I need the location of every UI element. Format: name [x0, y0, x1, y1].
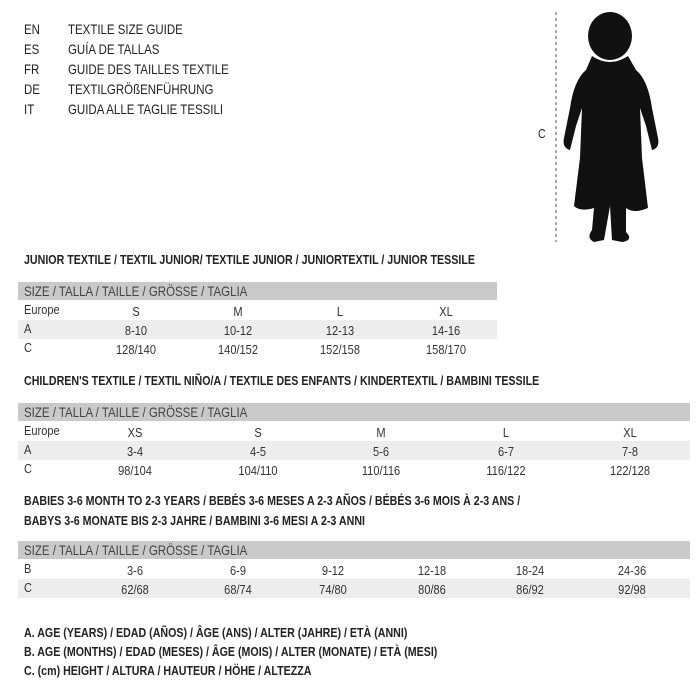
row-label: Europe [24, 302, 60, 317]
language-title: GUIDE DES TAILLES TEXTILE [68, 61, 229, 77]
table-cell: 158/170 [426, 342, 466, 357]
table-cell: M [233, 304, 243, 319]
row-label: A [24, 321, 32, 336]
table-cell: 6-7 [498, 444, 514, 459]
row-label: C [24, 340, 32, 355]
language-title: TEXTILGRÖßENFÜHRUNG [68, 81, 214, 97]
legend-item: B. AGE (MONTHS) / EDAD (MESES) / ÂGE (MO… [24, 644, 438, 659]
table-cell: 8-10 [124, 323, 148, 338]
table-cell: S [254, 425, 262, 440]
language-title: GUIDA ALLE TAGLIE TESSILI [68, 101, 224, 117]
row-label: B [24, 561, 32, 576]
size-header-bar [18, 403, 690, 421]
table-cell: XS [127, 425, 143, 440]
language-title: TEXTILE SIZE GUIDE [68, 21, 183, 37]
size-header-bar [18, 282, 497, 300]
table-cell: L [336, 304, 344, 319]
table-cell: XL [623, 425, 637, 440]
table-cell: 80/86 [418, 582, 446, 597]
language-code: IT [24, 101, 35, 117]
table-cell: 140/152 [218, 342, 258, 357]
legend-item: A. AGE (YEARS) / EDAD (AÑOS) / ÂGE (ANS)… [24, 625, 408, 640]
table-cell: 152/158 [320, 342, 360, 357]
table-cell: L [502, 425, 510, 440]
table-cell: 116/122 [486, 463, 526, 478]
section-title: BABYS 3-6 MONATE BIS 2-3 JAHRE / BAMBINI… [24, 513, 365, 528]
table-cell: 128/140 [116, 342, 156, 357]
table-cell: 74/80 [319, 582, 347, 597]
table-cell: 68/74 [224, 582, 252, 597]
row-shade [18, 579, 690, 598]
row-label: A [24, 442, 32, 457]
size-header-bar [18, 541, 690, 559]
row-shade [18, 320, 497, 339]
language-code: ES [24, 41, 40, 57]
table-cell: 10-12 [223, 323, 253, 338]
section-title: JUNIOR TEXTILE / TEXTIL JUNIOR/ TEXTILE … [24, 252, 475, 267]
table-cell: 122/128 [610, 463, 650, 478]
row-label: C [24, 461, 32, 476]
row-shade [18, 441, 690, 460]
table-cell: 12-13 [325, 323, 355, 338]
table-cell: 86/92 [516, 582, 544, 597]
language-code: EN [24, 21, 40, 37]
language-code: DE [24, 81, 40, 97]
language-title: GUÍA DE TALLAS [68, 41, 160, 57]
table-cell: 3-4 [127, 444, 143, 459]
table-cell: 98/104 [118, 463, 152, 478]
row-label: C [24, 580, 32, 595]
baby-silhouette-icon [555, 12, 659, 242]
table-cell: 6-9 [230, 563, 246, 578]
table-cell: S [132, 304, 140, 319]
legend-item: C. (cm) HEIGHT / ALTURA / HAUTEUR / HÖHE… [24, 663, 312, 678]
table-cell: 110/116 [361, 463, 401, 478]
section-title: CHILDREN'S TEXTILE / TEXTIL NIÑO/A / TEX… [24, 373, 540, 388]
table-cell: 92/98 [618, 582, 646, 597]
language-code: FR [24, 61, 40, 77]
table-cell: XL [439, 304, 453, 319]
table-cell: 12-18 [417, 563, 447, 578]
table-cell: 3-6 [127, 563, 143, 578]
size-header: SIZE / TALLA / TAILLE / GRÖSSE / TAGLIA [24, 404, 248, 420]
size-header: SIZE / TALLA / TAILLE / GRÖSSE / TAGLIA [24, 283, 248, 299]
table-cell: 4-5 [250, 444, 266, 459]
table-cell: 9-12 [321, 563, 345, 578]
table-cell: 5-6 [373, 444, 389, 459]
height-label: C [538, 126, 546, 141]
table-cell: 7-8 [622, 444, 638, 459]
table-cell: 14-16 [431, 323, 461, 338]
table-cell: 24-36 [617, 563, 647, 578]
size-header: SIZE / TALLA / TAILLE / GRÖSSE / TAGLIA [24, 542, 248, 558]
section-title: BABIES 3-6 MONTH TO 2-3 YEARS / BEBÉS 3-… [24, 493, 521, 508]
table-cell: M [376, 425, 386, 440]
table-cell: 62/68 [121, 582, 149, 597]
row-label: Europe [24, 423, 60, 438]
table-cell: 104/110 [238, 463, 278, 478]
table-cell: 18-24 [515, 563, 545, 578]
